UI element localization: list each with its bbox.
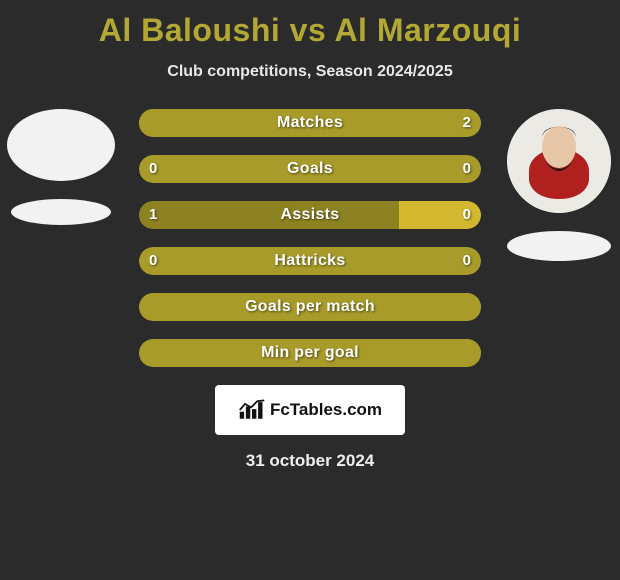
comparison-area: Matches2Goals00Assists10Hattricks00Goals… [0,109,620,367]
stat-label: Hattricks [139,247,481,275]
stat-value-right: 0 [463,247,471,275]
stat-label: Goals [139,155,481,183]
subtitle: Club competitions, Season 2024/2025 [0,63,620,81]
stat-value-right: 0 [463,201,471,229]
date-label: 31 october 2024 [0,451,620,471]
stat-row: Goals0 0 [139,155,481,183]
player2-column [504,109,614,261]
stat-label: Min per goal [139,339,481,367]
stat-value-right: 0 [463,155,471,183]
title-vs: vs [290,12,327,48]
stat-label: Goals per match [139,293,481,321]
stat-row: Matches2 [139,109,481,137]
brand-logo: FcTables.com [215,385,405,435]
stat-label: Assists [139,201,481,229]
title-player2: Al Marzouqi [334,12,521,48]
player2-avatar [507,109,611,213]
stat-value-right: 2 [463,109,471,137]
brand-suffix: Tables.com [290,400,382,419]
player1-club-badge [11,199,111,225]
player1-column [6,109,116,225]
stat-row: Hattricks0 0 [139,247,481,275]
stat-value-left: 1 [149,201,157,229]
stat-label: Matches [139,109,481,137]
stat-row: Assists1 0 [139,201,481,229]
stat-value-left: 0 [149,155,157,183]
title-player1: Al Baloushi [99,12,281,48]
stat-bars: Matches2Goals00Assists10Hattricks00Goals… [139,109,481,367]
brand-prefix: Fc [270,400,290,419]
stat-value-left: 0 [149,247,157,275]
brand-text: FcTables.com [270,400,382,420]
page-title: Al Baloushi vs Al Marzouqi [0,0,620,49]
stat-row: Goals per match [139,293,481,321]
chart-icon [238,399,266,421]
stat-row: Min per goal [139,339,481,367]
player2-club-badge [507,231,611,261]
player2-avatar-icon [507,109,611,213]
player1-avatar [7,109,115,181]
